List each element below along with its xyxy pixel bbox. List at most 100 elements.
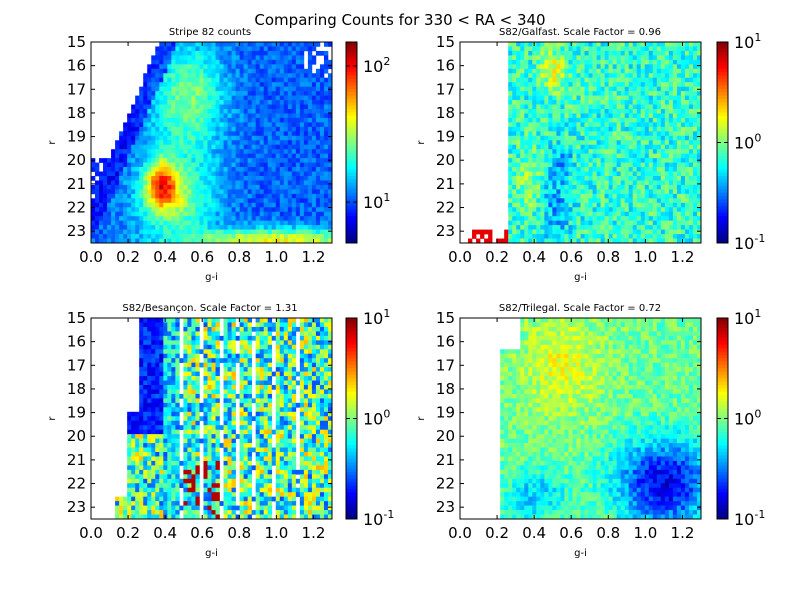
heatmap-cell <box>592 109 597 114</box>
heatmap-cell <box>612 104 617 110</box>
heatmap-cell <box>159 122 164 128</box>
heatmap-cell <box>295 189 301 195</box>
heatmap-cell <box>251 140 256 146</box>
heatmap-cell <box>644 64 650 70</box>
heatmap-cell <box>672 122 678 128</box>
heatmap-cell <box>311 326 317 332</box>
heatmap-cell <box>287 42 293 47</box>
heatmap-cell <box>147 171 152 177</box>
heatmap-cell <box>139 234 144 239</box>
heatmap-cell <box>215 216 220 221</box>
heatmap-cell <box>235 180 240 186</box>
heatmap-cell <box>123 176 128 181</box>
heatmap-cell <box>564 176 569 181</box>
colorbar-segment <box>346 112 357 117</box>
heatmap-cell <box>512 153 517 159</box>
heatmap-cell <box>556 193 561 199</box>
heatmap-cell <box>167 64 172 70</box>
heatmap-cell <box>195 162 200 168</box>
heatmap-cell <box>99 225 104 230</box>
heatmap-cell <box>584 73 589 79</box>
heatmap-cell <box>628 211 634 217</box>
heatmap-cell <box>315 198 321 204</box>
heatmap-cell <box>307 73 313 79</box>
heatmap-cell <box>556 158 561 163</box>
heatmap-cell <box>227 162 232 168</box>
heatmap-cell <box>219 158 224 163</box>
heatmap-cell <box>676 193 682 199</box>
heatmap-cell <box>656 95 662 101</box>
heatmap-cell <box>255 73 260 79</box>
heatmap-cell <box>600 167 605 172</box>
heatmap-cell <box>604 95 609 101</box>
heatmap-cell <box>119 189 124 195</box>
heatmap-cell <box>159 109 164 114</box>
heatmap-cell <box>612 59 617 65</box>
heatmap-cell <box>548 113 553 119</box>
heatmap-cell <box>175 193 180 199</box>
heatmap-cell <box>131 176 136 181</box>
heatmap-cell <box>191 189 196 195</box>
colorbar-segment <box>717 196 728 200</box>
heatmap-cell <box>564 131 569 137</box>
heatmap-cell <box>644 59 650 65</box>
heatmap-cell <box>536 184 541 190</box>
heatmap-cell <box>155 131 160 137</box>
heatmap-cell <box>287 126 293 132</box>
heatmap-cell <box>584 55 589 61</box>
heatmap-cell <box>672 86 678 92</box>
heatmap-cell <box>291 73 297 79</box>
heatmap-cell <box>536 158 541 163</box>
heatmap-cell <box>211 229 216 235</box>
heatmap-cell <box>644 42 650 47</box>
heatmap-cell <box>231 91 236 96</box>
heatmap-cell <box>255 198 260 204</box>
heatmap-cell <box>568 46 573 52</box>
heatmap-cell <box>512 198 517 204</box>
heatmap-cell <box>319 86 325 92</box>
heatmap-cell <box>580 59 585 65</box>
heatmap-cell <box>203 55 208 61</box>
heatmap-cell <box>648 238 654 244</box>
heatmap-cell <box>163 153 168 159</box>
heatmap-cell <box>175 117 180 123</box>
heatmap-cell <box>147 104 152 110</box>
heatmap-cell <box>247 225 252 230</box>
heatmap-cell <box>568 122 573 128</box>
colorbar-segment <box>717 226 728 230</box>
heatmap-cell <box>151 55 156 61</box>
heatmap-cell <box>540 234 545 239</box>
heatmap-cell <box>271 220 277 226</box>
heatmap-cell <box>536 50 541 56</box>
heatmap-cell <box>564 113 569 119</box>
heatmap-cell <box>323 176 329 181</box>
heatmap-cell <box>684 86 690 92</box>
heatmap-cell <box>540 126 545 132</box>
heatmap-cell <box>600 126 605 132</box>
heatmap-cell <box>528 135 533 141</box>
heatmap-cell <box>199 180 204 186</box>
heatmap-cell <box>323 86 329 92</box>
heatmap-cell <box>203 158 208 163</box>
heatmap-cell <box>692 73 698 79</box>
heatmap-cell <box>576 234 581 239</box>
heatmap-cell <box>684 113 690 119</box>
heatmap-cell <box>247 126 252 132</box>
colorbar-segment <box>717 112 728 117</box>
heatmap-cell <box>636 64 642 70</box>
heatmap-cell <box>660 113 666 119</box>
heatmap-cell <box>191 167 196 172</box>
heatmap-cell <box>135 117 140 123</box>
heatmap-cell <box>199 167 204 172</box>
heatmap-cell <box>151 211 156 217</box>
heatmap-cell <box>560 184 565 190</box>
heatmap-cell <box>203 50 208 56</box>
heatmap-cell <box>151 176 156 181</box>
heatmap-cell <box>287 135 293 141</box>
heatmap-cell <box>576 50 581 56</box>
heatmap-cell <box>111 202 116 208</box>
heatmap-cell <box>652 149 658 154</box>
heatmap-cell <box>516 234 521 239</box>
heatmap-cell <box>572 198 577 204</box>
heatmap-cell <box>203 113 208 119</box>
